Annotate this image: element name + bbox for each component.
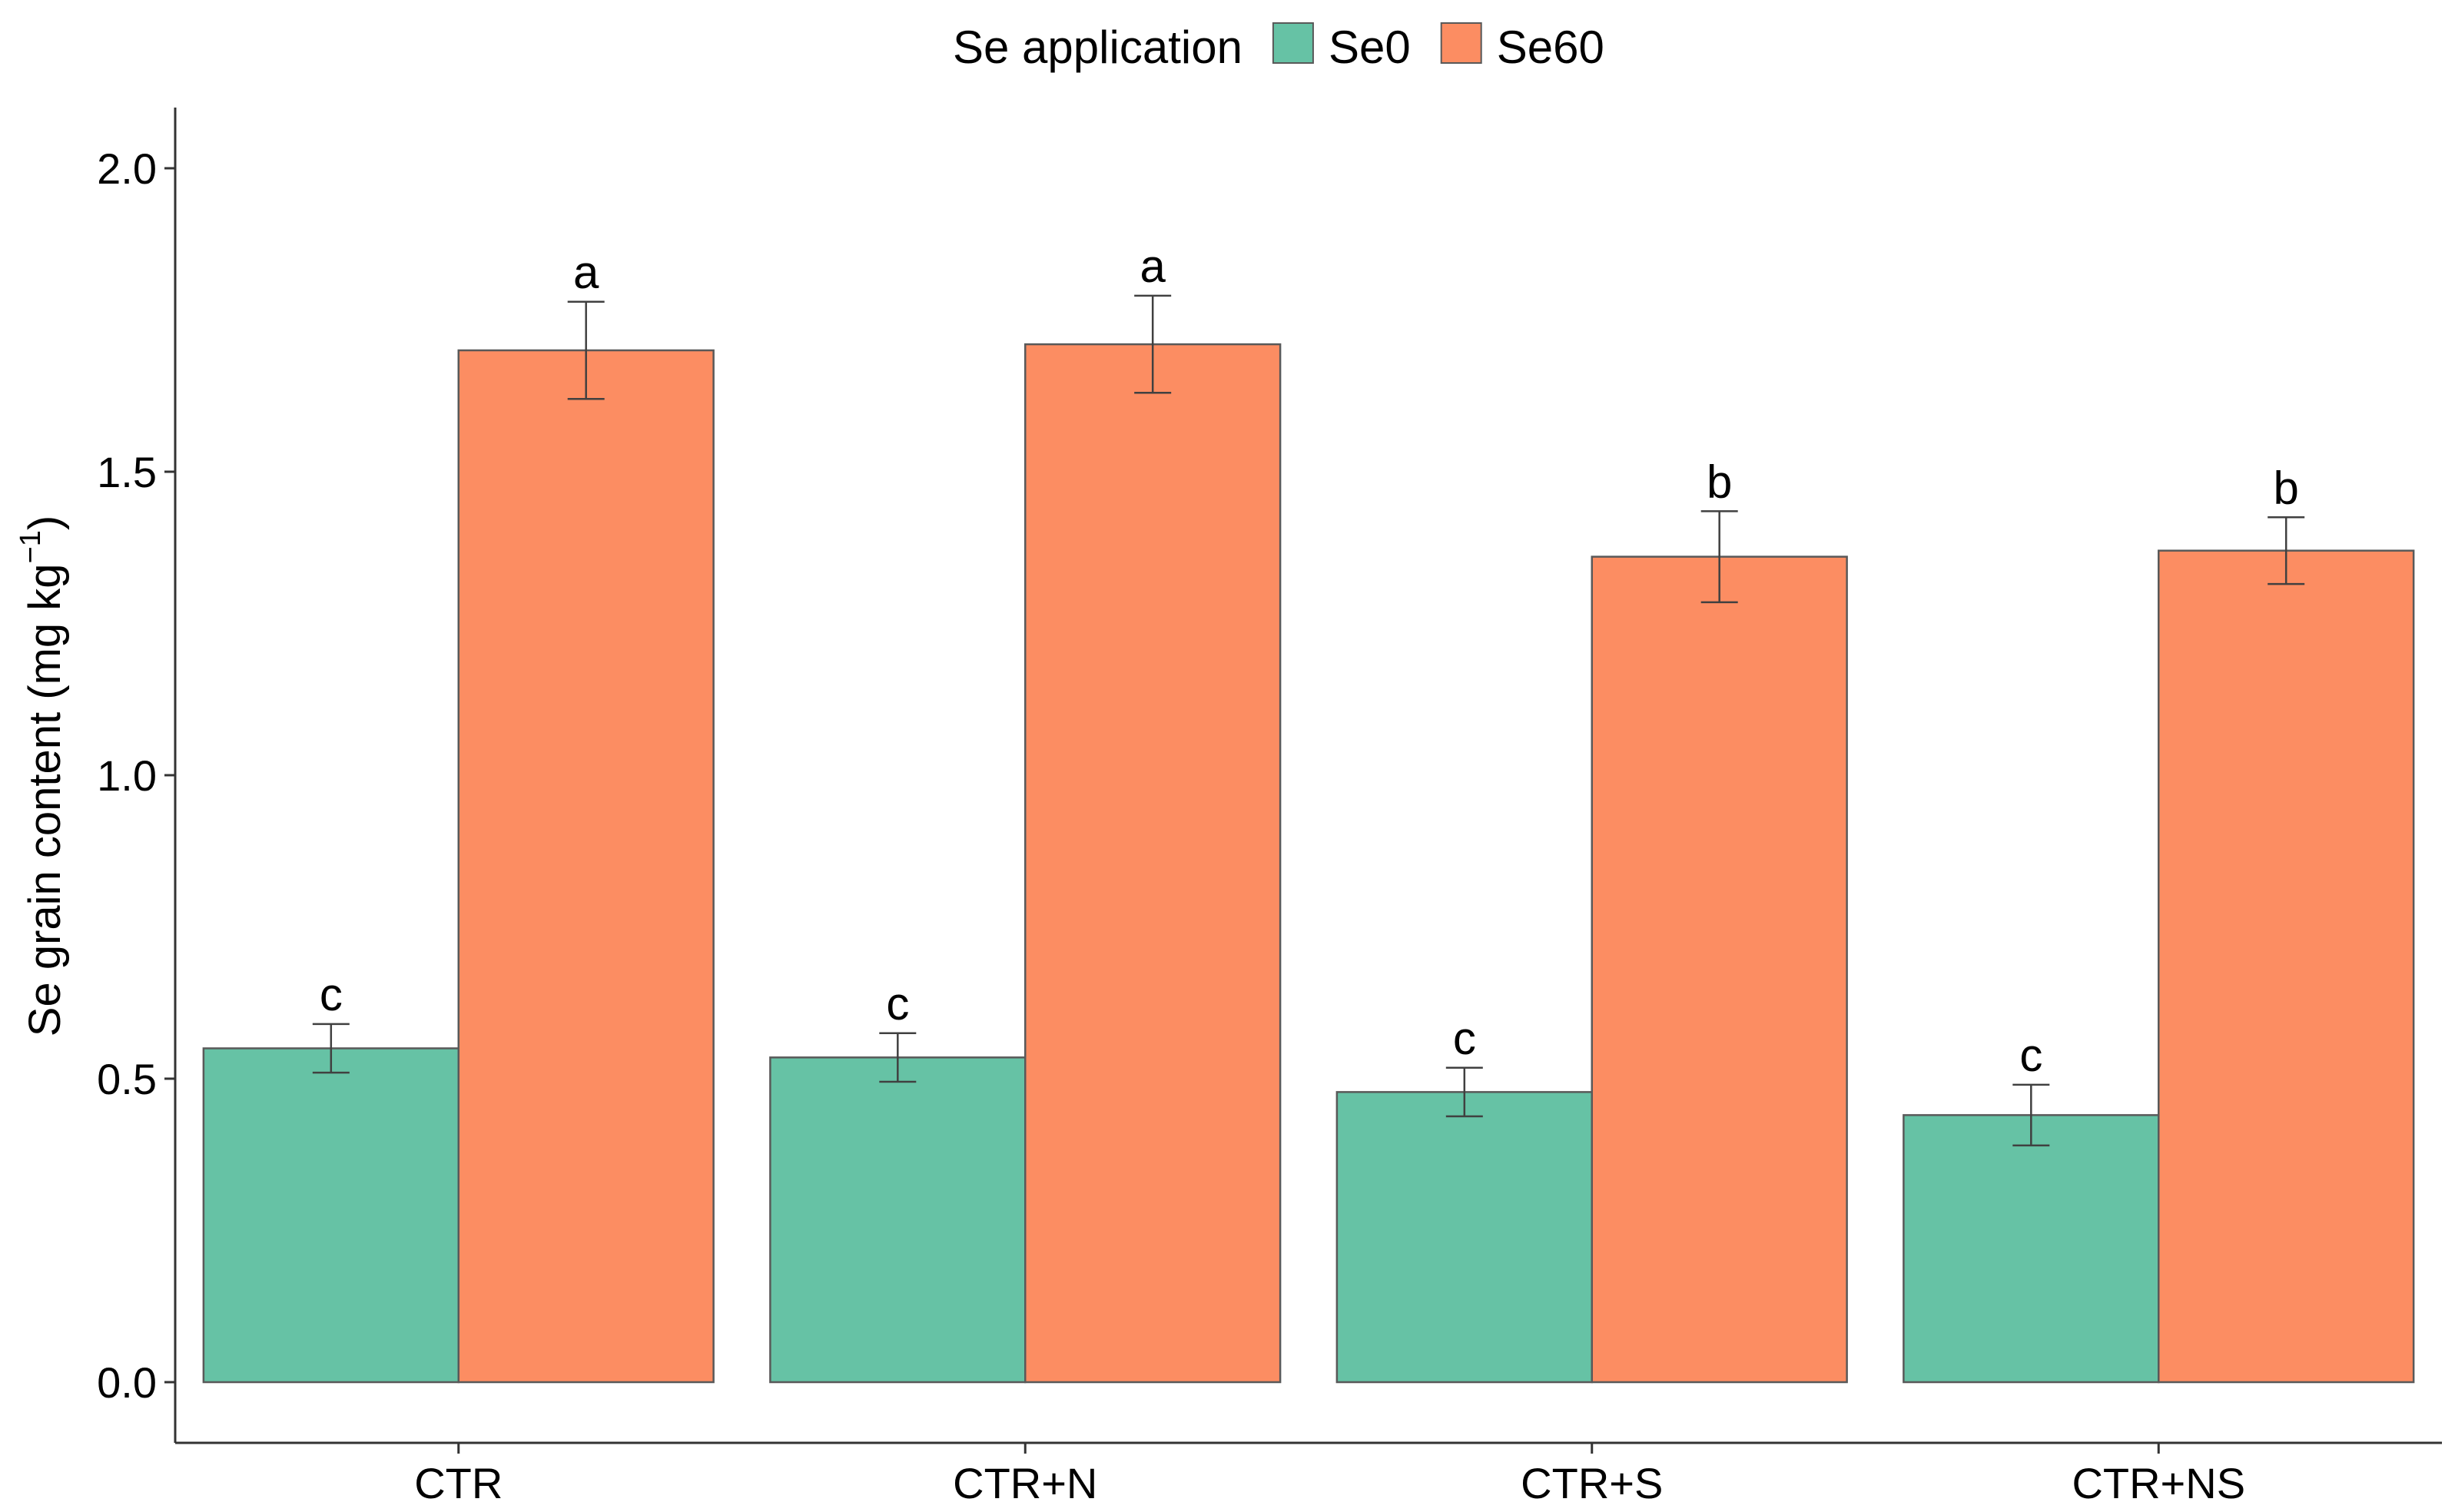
significance-label: a (573, 247, 599, 298)
error-bars (312, 294, 2305, 1147)
legend-swatch-se60 (1440, 22, 1482, 64)
y-axis-label-superscript: −1 (15, 530, 47, 563)
x-tick-label: CTR (414, 1459, 503, 1507)
significance-label: c (320, 969, 343, 1020)
y-tick-label: 1.5 (97, 448, 157, 496)
legend-label-se0: Se0 (1329, 22, 1411, 73)
y-tick-label: 0.5 (97, 1055, 157, 1103)
y-tick-label: 1.0 (97, 751, 157, 800)
significance-label: c (886, 978, 909, 1030)
legend: Se application Se0 Se60 (953, 22, 1604, 73)
bar-se60-ctr-plus-n (1024, 343, 1282, 1384)
y-tick-label: 0.0 (97, 1358, 157, 1407)
y-axis-label: Se grain content (mg kg−1) (15, 516, 70, 1036)
x-tick-label: CTR+S (1521, 1459, 1663, 1507)
significance-label: b (2274, 462, 2299, 513)
significance-label: c (2019, 1030, 2042, 1081)
bar-se60-ctr-plus-s (1591, 555, 1848, 1384)
bar-se0-ctr-plus-s (1335, 1091, 1593, 1384)
bar-se0-ctr-plus-n (769, 1056, 1027, 1384)
bar-se60-ctr-plus-ns (2158, 549, 2415, 1384)
y-tick-label: 2.0 (97, 144, 157, 193)
x-tick-label: CTR+N (953, 1459, 1097, 1507)
significance-label: c (1453, 1013, 1476, 1064)
significance-labels: c a c a c b c b (320, 240, 2299, 1081)
bar-se0-ctr-plus-ns (1903, 1114, 2160, 1384)
significance-label: a (1140, 240, 1166, 292)
bars (202, 343, 2415, 1384)
y-ticks: 0.0 0.5 1.0 1.5 2.0 (97, 144, 175, 1407)
bar-se0-ctr (202, 1047, 459, 1384)
legend-label-se60: Se60 (1497, 22, 1604, 73)
legend-swatch-se0 (1272, 22, 1314, 64)
legend-title: Se application (953, 22, 1242, 73)
x-tick-label: CTR+NS (2072, 1459, 2245, 1507)
significance-label: b (1707, 456, 1732, 507)
bar-se60-ctr (457, 349, 715, 1384)
x-ticks: CTR CTR+N CTR+S CTR+NS (414, 1443, 2245, 1507)
